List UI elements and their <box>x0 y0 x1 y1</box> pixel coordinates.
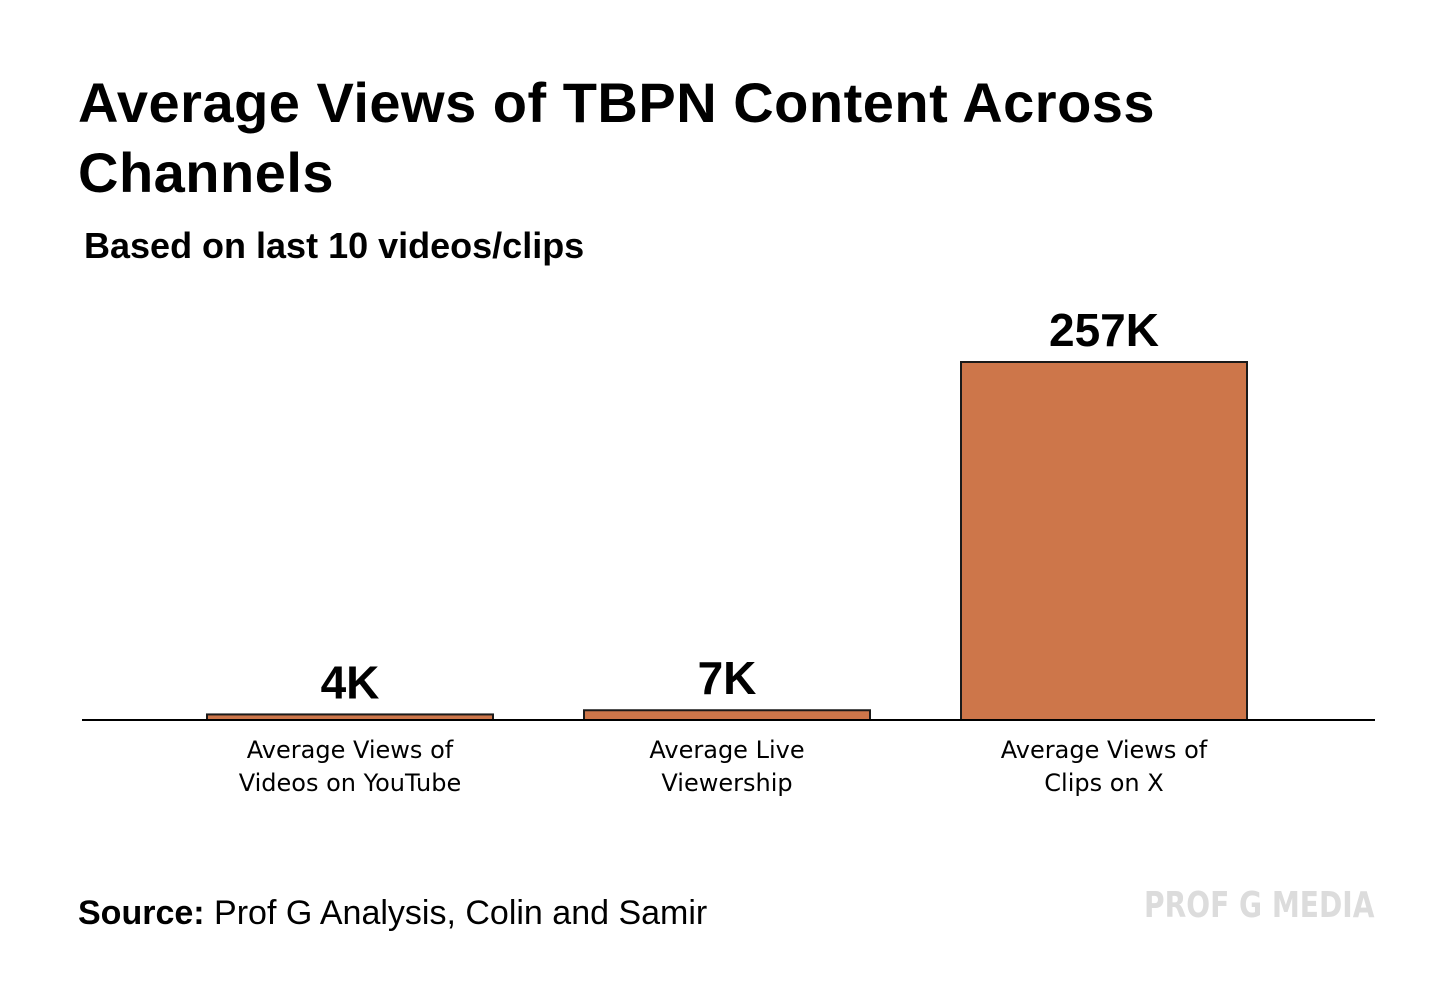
brand-logo: PROF G MEDIA <box>1143 885 1374 926</box>
value-label-3: 257K <box>1049 304 1159 356</box>
category-label-2-line-2: Viewership <box>661 769 792 797</box>
category-label-1-line-1: Average Views of <box>247 736 454 764</box>
category-label-3-line-2: Clips on X <box>1044 769 1163 797</box>
bar-chart: 4K Average Views of Videos on YouTube 7K Ave… <box>82 304 1375 797</box>
category-label-3-line-1: Average Views of <box>1001 736 1208 764</box>
value-label-2: 7K <box>698 652 757 704</box>
source-note: Source: Prof G Analysis, Colin and Samir <box>78 892 707 934</box>
source-key: Source: <box>78 894 205 932</box>
bar-3 <box>960 361 1248 721</box>
category-label-2-line-1: Average Live <box>649 736 804 764</box>
category-label-1-line-2: Videos on YouTube <box>239 769 462 797</box>
source-text: Prof G Analysis, Colin and Samir <box>204 894 708 932</box>
chart-subtitle: Based on last 10 videos/clips <box>84 225 585 266</box>
bar-2 <box>583 709 871 721</box>
value-label-1: 4K <box>321 656 380 708</box>
chart-title: Average Views of TBPN Content Across Cha… <box>78 71 1156 204</box>
